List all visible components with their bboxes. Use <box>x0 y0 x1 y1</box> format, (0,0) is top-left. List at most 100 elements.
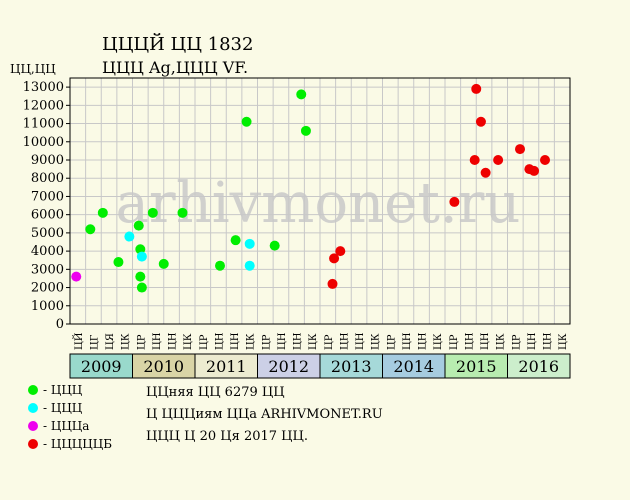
legend-item: - ЦЦЦ <box>28 400 112 416</box>
legend-item: - ЦЦЦЦЦБ <box>28 436 112 452</box>
year-band <box>444 353 508 379</box>
data-point <box>515 144 525 155</box>
data-point <box>269 240 280 251</box>
month-tick-label: ЦР <box>511 334 522 350</box>
y-tick-label: 2000 <box>31 281 64 296</box>
data-point <box>471 83 482 94</box>
data-point <box>529 165 540 176</box>
month-tick-label: ЦК <box>183 333 194 350</box>
month-tick-label: ЦН <box>293 332 304 350</box>
month-tick-label: ЦН <box>480 332 491 350</box>
year-band <box>257 353 321 379</box>
year-label: 2016 <box>518 357 559 376</box>
month-tick-label: ЦК <box>496 333 507 350</box>
data-point <box>177 207 188 218</box>
month-tick-label: ЦН <box>418 332 429 350</box>
y-tick-label: 1000 <box>31 299 64 314</box>
month-tick-label: ЦЙ <box>73 332 85 350</box>
data-point <box>230 235 241 246</box>
year-label: 2011 <box>206 357 247 376</box>
y-tick-label: 6000 <box>31 208 64 223</box>
data-point <box>449 196 460 207</box>
month-tick-label: ЦГ <box>89 334 100 350</box>
data-point <box>85 224 96 235</box>
legend-swatch <box>28 403 38 413</box>
data-point <box>113 257 124 268</box>
data-point <box>133 220 144 231</box>
data-point <box>493 155 504 165</box>
month-tick-label: ЦН <box>277 332 288 350</box>
month-tick-label: ЦН <box>230 332 241 350</box>
y-tick-label: 11000 <box>23 117 64 132</box>
data-point <box>135 271 146 282</box>
month-tick-label: ЦН <box>464 332 475 350</box>
legend-label: - ЦЦЦ <box>43 401 83 415</box>
data-point <box>540 155 550 165</box>
month-tick-label: ЦЯ <box>105 333 116 350</box>
data-point <box>469 155 480 165</box>
month-tick-label: ЦК <box>433 333 444 350</box>
legend-label: - ЦЦЦа <box>43 419 90 433</box>
month-tick-label: ЦК <box>246 333 257 350</box>
legend: - ЦЦЦ - ЦЦЦ - ЦЦЦа - ЦЦЦЦЦБ <box>28 382 112 454</box>
legend-swatch <box>28 421 38 431</box>
month-tick-label: ЦН <box>355 332 366 350</box>
data-point <box>147 207 158 218</box>
data-point <box>136 282 147 293</box>
data-point <box>158 258 169 269</box>
year-label: 2015 <box>456 357 497 376</box>
data-point <box>97 207 108 218</box>
chart-subtitle: ЦЦЦ Ag,ЦЦЦ VF. <box>102 58 249 77</box>
month-tick-label: ЦР <box>324 334 335 350</box>
month-tick-label: ЦК <box>371 333 382 350</box>
month-tick-label: ЦН <box>168 332 179 350</box>
year-band <box>319 353 383 379</box>
data-point <box>136 251 147 262</box>
year-label: 2014 <box>393 357 434 376</box>
y-tick-label: 3000 <box>31 262 64 277</box>
info-line: Ц ЦЦЦиям ЦЦа ARHIVMONET.RU <box>146 407 383 422</box>
legend-label: - ЦЦЦ <box>43 383 83 397</box>
data-point <box>215 260 225 271</box>
year-band <box>507 353 571 379</box>
y-tick-label: 5000 <box>31 226 64 241</box>
year-band <box>194 353 258 379</box>
info-line: ЦЦЦ Ц 20 Ця 2017 ЦЦ. <box>146 429 308 444</box>
year-label: 2013 <box>331 357 372 376</box>
data-point <box>296 89 307 100</box>
month-tick-label: ЦК <box>558 333 569 350</box>
y-tick-label: 10000 <box>23 135 64 150</box>
data-point <box>300 125 311 136</box>
year-band <box>132 353 196 379</box>
data-point <box>335 246 346 257</box>
data-point <box>329 253 340 264</box>
chart-title: ЦЦЦЙ ЦЦ 1832 <box>102 34 254 55</box>
legend-swatch <box>28 385 38 395</box>
month-tick-label: ЦН <box>402 332 413 350</box>
data-point <box>475 116 486 127</box>
y-tick-label: 9000 <box>31 153 64 168</box>
info-line: ЦЦняя ЦЦ 6279 ЦЦ <box>146 385 285 400</box>
month-tick-label: ЦР <box>261 334 272 350</box>
month-tick-label: ЦН <box>527 332 538 350</box>
legend-label: - ЦЦЦЦЦБ <box>43 437 113 451</box>
legend-swatch <box>28 439 38 449</box>
legend-item: - ЦЦЦ <box>28 382 112 398</box>
data-point <box>327 278 338 289</box>
data-point <box>244 260 255 271</box>
data-point <box>480 167 491 178</box>
data-point <box>124 231 135 242</box>
month-tick-label: ЦН <box>152 332 163 350</box>
month-tick-label: ЦН <box>543 332 554 350</box>
y-tick-label: 4000 <box>31 244 64 259</box>
data-point <box>241 116 252 127</box>
year-label: 2010 <box>143 357 184 376</box>
year-label: 2009 <box>81 357 122 376</box>
month-tick-label: ЦН <box>339 332 350 350</box>
y-axis-unit: ЦЦ,ЦЦ <box>10 62 56 76</box>
month-tick-label: ЦР <box>449 334 460 350</box>
month-tick-label: ЦР <box>199 334 210 350</box>
y-tick-label: 0 <box>56 317 64 332</box>
month-tick-label: ЦР <box>386 334 397 350</box>
